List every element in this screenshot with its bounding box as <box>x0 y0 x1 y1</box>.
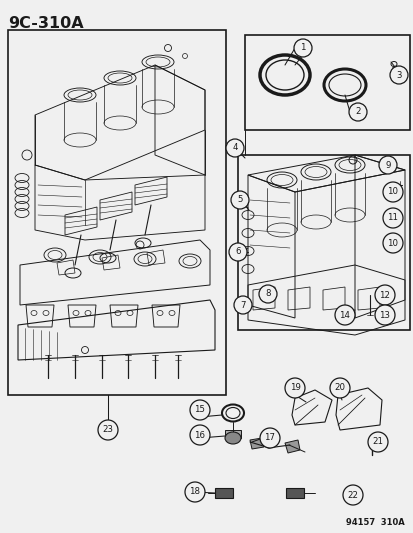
Text: 16: 16 <box>194 431 205 440</box>
Text: 23: 23 <box>102 425 113 434</box>
Polygon shape <box>284 440 299 453</box>
Text: 18: 18 <box>189 488 200 497</box>
Text: 21: 21 <box>372 438 382 447</box>
Text: 12: 12 <box>379 290 389 300</box>
Text: 9C-310A: 9C-310A <box>8 16 83 31</box>
Circle shape <box>348 103 366 121</box>
Circle shape <box>378 156 396 174</box>
Text: 19: 19 <box>289 384 300 392</box>
Circle shape <box>329 378 349 398</box>
Text: 8: 8 <box>265 289 270 298</box>
Circle shape <box>230 191 248 209</box>
Circle shape <box>342 485 362 505</box>
Circle shape <box>382 182 402 202</box>
Circle shape <box>259 428 279 448</box>
Circle shape <box>334 305 354 325</box>
Circle shape <box>367 432 387 452</box>
Circle shape <box>382 208 402 228</box>
Text: 1: 1 <box>299 44 305 52</box>
Polygon shape <box>224 430 240 438</box>
Text: 6: 6 <box>235 247 240 256</box>
Text: 17: 17 <box>264 433 275 442</box>
Text: 94157  310A: 94157 310A <box>345 518 404 527</box>
Circle shape <box>374 285 394 305</box>
Circle shape <box>185 482 204 502</box>
Circle shape <box>98 420 118 440</box>
Circle shape <box>374 305 394 325</box>
Circle shape <box>389 66 407 84</box>
Text: 14: 14 <box>339 311 350 319</box>
Text: 22: 22 <box>347 490 358 499</box>
Text: 11: 11 <box>387 214 398 222</box>
Text: 10: 10 <box>387 238 398 247</box>
Circle shape <box>259 285 276 303</box>
Circle shape <box>233 296 252 314</box>
Bar <box>8 30 225 395</box>
Text: 10: 10 <box>387 188 398 197</box>
Circle shape <box>382 233 402 253</box>
Circle shape <box>228 243 247 261</box>
Bar <box>237 155 409 330</box>
Bar <box>244 35 409 130</box>
Text: 5: 5 <box>237 196 242 205</box>
Circle shape <box>190 400 209 420</box>
Text: 4: 4 <box>232 143 237 152</box>
Text: 9: 9 <box>385 160 390 169</box>
Text: 13: 13 <box>379 311 389 319</box>
Bar <box>285 488 303 498</box>
Polygon shape <box>249 438 263 449</box>
Text: 2: 2 <box>354 108 360 117</box>
Text: 3: 3 <box>395 70 401 79</box>
Text: 20: 20 <box>334 384 345 392</box>
Circle shape <box>190 425 209 445</box>
Circle shape <box>225 139 243 157</box>
Text: 7: 7 <box>240 301 245 310</box>
Bar <box>214 488 233 498</box>
Text: 15: 15 <box>194 406 205 415</box>
Ellipse shape <box>224 432 240 444</box>
Circle shape <box>284 378 304 398</box>
Circle shape <box>293 39 311 57</box>
